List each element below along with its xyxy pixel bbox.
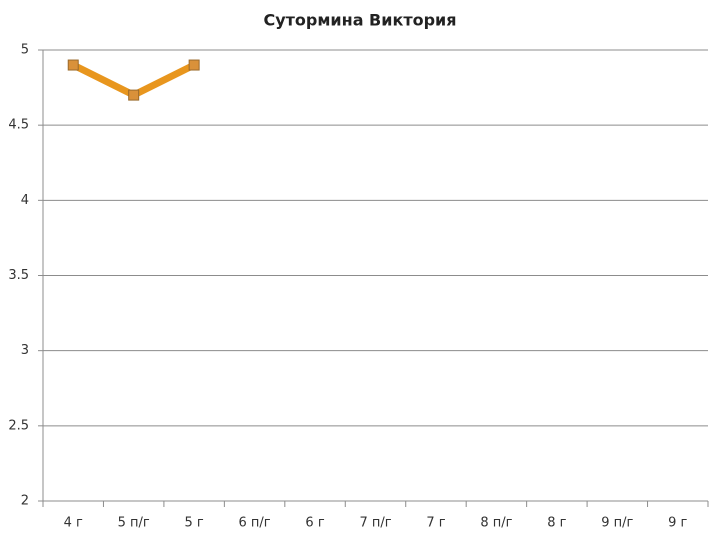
marker	[188, 59, 200, 71]
x-tick-label: 5 п/г	[118, 516, 150, 531]
marker	[67, 59, 79, 71]
x-tick-label: 8 г	[547, 516, 566, 531]
x-tick-label: 5 г	[185, 516, 204, 531]
y-tick-label: 3.5	[8, 268, 29, 283]
y-tick-label: 2	[21, 494, 29, 509]
x-tick-label: 6 г	[305, 516, 324, 531]
x-tick-label: 9 п/г	[601, 516, 633, 531]
y-tick-label: 5	[21, 43, 29, 58]
y-tick-label: 2.5	[8, 418, 29, 433]
x-tick-label: 9 г	[668, 516, 687, 531]
chart-title: Сутормина Виктория	[263, 11, 456, 30]
x-tick-label: 4 г	[64, 516, 83, 531]
marker	[128, 89, 140, 101]
x-tick-label: 6 п/г	[239, 516, 271, 531]
x-tick-label: 8 п/г	[480, 516, 512, 531]
y-tick-label: 3	[21, 343, 29, 358]
x-tick-label: 7 п/г	[359, 516, 391, 531]
x-tick-label: 7 г	[426, 516, 445, 531]
y-tick-label: 4.5	[8, 118, 29, 133]
y-tick-label: 4	[21, 193, 29, 208]
